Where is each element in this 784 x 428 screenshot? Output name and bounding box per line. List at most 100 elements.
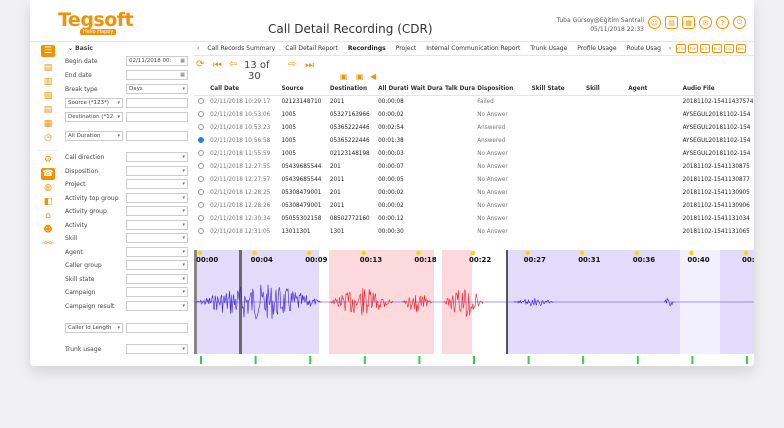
phone-icon[interactable]: ☎ — [41, 168, 55, 180]
column-header[interactable]: Disposition — [475, 84, 530, 96]
tabs-right-arrow-icon[interactable]: › — [668, 45, 672, 52]
filter-select[interactable]: ▾ — [126, 192, 188, 203]
filter-select[interactable]: ▾ — [126, 287, 188, 297]
table-row[interactable]: 02/11/2018 10:53:23 1005 05365222446 00:02:… — [194, 121, 754, 134]
end-date-input[interactable]: ▦ — [126, 70, 188, 80]
export-xtml-button[interactable]: XTML — [676, 44, 686, 53]
break-type-select[interactable]: Days ▾ — [126, 84, 188, 94]
column-header[interactable]: All Durati — [376, 84, 409, 96]
begin-date-input[interactable]: 02/11/2018 00: ▦ — [126, 56, 188, 66]
tab-2[interactable]: Recordings — [347, 45, 386, 52]
export-csv-button[interactable]: CSV — [724, 44, 734, 53]
table-row[interactable]: 02/11/2018 12:27:55 05439685544 201 00:00:0… — [194, 160, 754, 173]
volume-icon[interactable]: ◀ — [370, 72, 377, 81]
bank-icon[interactable]: ⌂ — [45, 211, 51, 221]
network-icon[interactable]: ⚯ — [44, 239, 52, 249]
row-select-radio[interactable] — [198, 123, 204, 130]
column-header[interactable]: Talk Dura — [442, 84, 476, 96]
tab-6[interactable]: Profile Usage — [577, 45, 617, 52]
column-header[interactable]: Skill — [583, 84, 627, 96]
row-select-radio[interactable] — [198, 136, 204, 143]
first-page-icon[interactable]: ⏮ — [213, 60, 222, 71]
column-header[interactable]: Skill State — [529, 84, 584, 96]
row-select-radio[interactable] — [198, 110, 204, 117]
row-select-radio[interactable] — [198, 176, 204, 183]
power-icon[interactable]: ⏻ — [733, 16, 746, 29]
source-filter-input[interactable] — [126, 98, 188, 108]
calendar-icon[interactable]: ▦ — [43, 119, 53, 129]
tab-0[interactable]: Call Records Summary — [207, 45, 276, 52]
column-header[interactable]: Wait Dura — [408, 84, 443, 96]
tab-4[interactable]: Internal Communication Report — [426, 45, 521, 52]
source-filter-select[interactable]: Source (*123*) ▾ — [65, 98, 123, 108]
menu-icon[interactable]: ☰ — [41, 45, 55, 57]
download-icon[interactable]: ▣ — [356, 72, 364, 81]
column-header[interactable]: Destination — [327, 84, 377, 96]
help-icon[interactable]: ? — [716, 16, 729, 29]
trunk-usage-select[interactable]: ▾ — [126, 344, 188, 354]
tab-1[interactable]: Call Detail Report — [285, 45, 338, 52]
filter-select[interactable]: ▾ — [126, 219, 188, 230]
refresh-icon[interactable]: ⟳ — [196, 59, 205, 70]
row-select-radio[interactable] — [198, 149, 204, 156]
row-select-radio[interactable] — [198, 202, 204, 209]
play-icon[interactable]: ▣ — [340, 72, 348, 81]
filter-select[interactable]: ▾ — [126, 300, 188, 311]
dashboard-icon[interactable]: ▤ — [43, 63, 53, 73]
row-select-radio[interactable] — [198, 189, 204, 196]
table-row[interactable]: 02/11/2018 12:28:25 05308479001 201 00:00:0… — [194, 187, 754, 200]
filter-select[interactable]: ▾ — [126, 260, 188, 270]
contacts-icon[interactable]: ▤ — [665, 16, 678, 29]
table-row[interactable]: 02/11/2018 12:30:34 05055302158 0850277216… — [194, 213, 754, 226]
chat-icon[interactable]: ✉ — [699, 16, 712, 29]
audio-waveform[interactable]: 00:00 00:04 00:09 00:13 00:18 00:22 00:27 00:31… — [194, 250, 754, 366]
row-select-radio[interactable] — [198, 215, 204, 222]
export-rtf-button[interactable]: RTF — [700, 44, 710, 53]
tab-3[interactable]: Project — [395, 45, 417, 52]
caller-id-length-select[interactable]: Caller Id Length ▾ — [65, 323, 123, 333]
table-row[interactable]: 02/11/2018 11:55:59 1005 02123148198 00:00:… — [194, 147, 754, 160]
filter-select[interactable]: ▾ — [126, 179, 188, 189]
row-select-radio[interactable] — [198, 228, 204, 235]
basic-section-header[interactable]: ⌄ Basic — [68, 45, 93, 52]
table-row[interactable]: 02/11/2018 10:53:06 1005 05327163966 00:00:… — [194, 108, 754, 121]
tabs-left-arrow-icon[interactable]: ‹ — [197, 45, 200, 52]
filter-select[interactable]: ▾ — [126, 152, 188, 162]
filter-select[interactable]: ▾ — [126, 273, 188, 284]
table-row[interactable]: 02/11/2018 10:29:17 02123148710 2011 00:00:… — [194, 95, 754, 108]
reports-icon[interactable]: ▦ — [682, 16, 695, 29]
next-page-icon[interactable]: ⇨ — [288, 59, 297, 70]
table-row[interactable]: 02/11/2018 12:31:05 13011301 1301 00:00:30 N… — [194, 226, 754, 239]
row-select-radio[interactable] — [198, 97, 204, 104]
table-row[interactable]: 02/11/2018 12:28:26 05308479001 2011 00:00:… — [194, 200, 754, 213]
filter-select[interactable]: ▾ — [126, 246, 188, 257]
filter-select[interactable]: ▾ — [126, 233, 188, 243]
export-xml-button[interactable]: XML — [736, 44, 746, 53]
document-icon[interactable]: ▧ — [43, 91, 53, 101]
database-icon[interactable]: ◧ — [43, 197, 53, 207]
column-header[interactable]: Agent — [626, 84, 681, 96]
table-row[interactable]: 02/11/2018 12:27:57 05439685544 2011 00:00:… — [194, 174, 754, 187]
user-icon[interactable]: ☺ — [648, 16, 661, 29]
previous-page-icon[interactable]: ⇦ — [229, 59, 238, 70]
chart-icon[interactable]: ▥ — [43, 77, 53, 87]
clock-icon[interactable]: ◷ — [44, 133, 52, 143]
export-xls-button[interactable]: XLS — [712, 44, 722, 53]
tab-7[interactable]: Route Usag — [626, 45, 661, 52]
caller-id-length-input[interactable] — [126, 323, 188, 333]
people-icon[interactable]: ☻ — [43, 225, 53, 235]
column-header[interactable]: Audio File — [680, 84, 754, 96]
export-pdf-button[interactable]: PDF — [688, 44, 698, 53]
duration-select[interactable]: All Duration ▾ — [65, 131, 123, 141]
globe-icon[interactable]: ◍ — [44, 183, 52, 193]
gear-icon[interactable]: ⚙ — [43, 155, 53, 165]
list-icon[interactable]: ▤ — [43, 105, 53, 115]
destination-filter-select[interactable]: Destination (*12 ▾ — [65, 112, 123, 122]
tab-5[interactable]: Trunk Usage — [530, 45, 568, 52]
filter-select[interactable]: ▾ — [126, 165, 188, 176]
column-header[interactable]: Call Date — [208, 84, 280, 96]
filter-select[interactable]: ▾ — [126, 206, 188, 216]
destination-filter-input[interactable] — [126, 112, 188, 122]
table-row[interactable]: 02/11/2018 10:56:58 1005 05365222446 00:01:… — [194, 134, 754, 147]
duration-input[interactable] — [126, 131, 188, 141]
